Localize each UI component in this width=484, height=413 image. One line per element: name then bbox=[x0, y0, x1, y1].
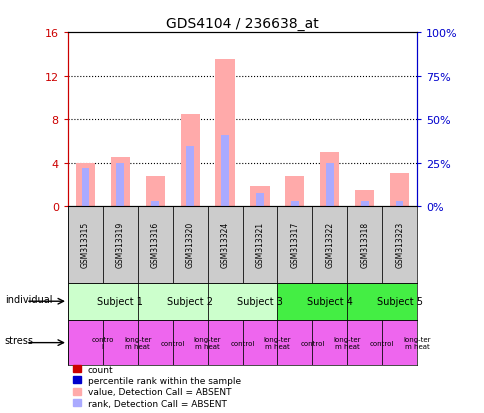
Bar bbox=[277, 283, 347, 320]
Bar bbox=[137, 320, 172, 366]
Bar bbox=[395, 201, 403, 206]
Bar bbox=[347, 320, 381, 366]
Bar bbox=[68, 283, 137, 320]
Text: Subject 4: Subject 4 bbox=[306, 297, 352, 306]
Bar bbox=[76, 163, 95, 206]
Bar bbox=[347, 206, 381, 283]
Bar bbox=[277, 320, 312, 366]
Text: GSM313322: GSM313322 bbox=[325, 222, 333, 268]
Bar bbox=[360, 201, 368, 206]
Bar bbox=[250, 187, 269, 206]
Text: GSM313318: GSM313318 bbox=[360, 222, 368, 268]
Bar bbox=[103, 206, 137, 283]
Bar bbox=[172, 206, 207, 283]
Text: individual: individual bbox=[5, 294, 52, 305]
Text: stress: stress bbox=[5, 335, 34, 346]
Text: GSM313324: GSM313324 bbox=[220, 222, 229, 268]
Text: Subject 1: Subject 1 bbox=[97, 297, 143, 306]
Bar bbox=[347, 283, 416, 320]
Bar bbox=[103, 320, 137, 366]
Text: long-ter
m heat: long-ter m heat bbox=[194, 336, 221, 349]
Text: GSM313317: GSM313317 bbox=[290, 222, 299, 268]
Text: GSM313320: GSM313320 bbox=[185, 222, 194, 268]
Text: long-ter
m heat: long-ter m heat bbox=[333, 336, 360, 349]
Text: control: control bbox=[369, 340, 393, 346]
Text: contro
l: contro l bbox=[91, 336, 114, 349]
Bar bbox=[256, 193, 263, 206]
Text: control: control bbox=[300, 340, 324, 346]
Text: GSM313319: GSM313319 bbox=[116, 222, 124, 268]
Bar bbox=[137, 206, 172, 283]
Bar bbox=[389, 174, 408, 206]
Bar bbox=[215, 60, 234, 206]
Bar bbox=[137, 283, 207, 320]
Bar bbox=[290, 201, 298, 206]
Text: control: control bbox=[160, 340, 184, 346]
Text: Subject 3: Subject 3 bbox=[237, 297, 282, 306]
Bar bbox=[207, 206, 242, 283]
Text: Subject 2: Subject 2 bbox=[167, 297, 212, 306]
Text: long-ter
m heat: long-ter m heat bbox=[263, 336, 290, 349]
Bar bbox=[242, 206, 277, 283]
Legend: count, percentile rank within the sample, value, Detection Call = ABSENT, rank, : count, percentile rank within the sample… bbox=[72, 364, 242, 408]
Bar bbox=[285, 176, 304, 206]
Bar bbox=[207, 283, 277, 320]
Bar bbox=[381, 320, 416, 366]
Text: long-ter
m heat: long-ter m heat bbox=[124, 336, 151, 349]
Bar bbox=[116, 163, 124, 206]
Bar bbox=[180, 114, 199, 206]
Title: GDS4104 / 236638_at: GDS4104 / 236638_at bbox=[166, 17, 318, 31]
Bar bbox=[319, 152, 339, 206]
Bar bbox=[151, 201, 159, 206]
Bar bbox=[312, 320, 347, 366]
Bar bbox=[325, 163, 333, 206]
Bar bbox=[145, 176, 165, 206]
Bar bbox=[381, 206, 416, 283]
Bar bbox=[221, 136, 228, 206]
Bar bbox=[68, 320, 103, 366]
Text: GSM313323: GSM313323 bbox=[394, 222, 403, 268]
Bar bbox=[110, 158, 130, 206]
Text: GSM313321: GSM313321 bbox=[255, 222, 264, 268]
Text: long-ter
m heat: long-ter m heat bbox=[403, 336, 430, 349]
Bar bbox=[172, 320, 207, 366]
Bar bbox=[68, 206, 103, 283]
Bar bbox=[242, 320, 277, 366]
Text: control: control bbox=[230, 340, 254, 346]
Bar bbox=[277, 206, 312, 283]
Bar bbox=[312, 206, 347, 283]
Bar bbox=[186, 147, 194, 206]
Bar bbox=[207, 320, 242, 366]
Bar bbox=[354, 190, 374, 206]
Text: GSM313315: GSM313315 bbox=[81, 222, 90, 268]
Text: GSM313316: GSM313316 bbox=[151, 222, 159, 268]
Bar bbox=[81, 169, 89, 206]
Text: Subject 5: Subject 5 bbox=[376, 297, 422, 306]
